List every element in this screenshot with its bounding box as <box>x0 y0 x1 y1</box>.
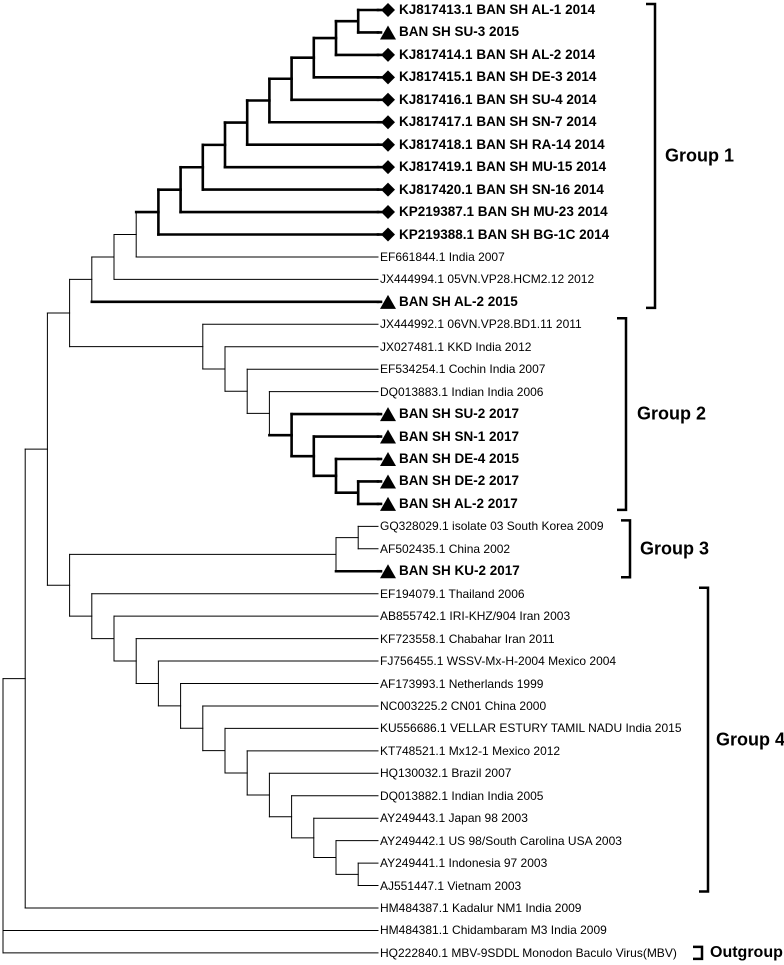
diamond-marker-icon <box>381 115 395 130</box>
leaf-label: BAN SH AL-2 2015 <box>399 293 518 309</box>
leaf-label: JX444992.1 06VN.VP28.BD1.11 2011 <box>380 317 582 332</box>
leaf-label: KJ817414.1 BAN SH AL-2 2014 <box>399 46 596 62</box>
diamond-marker-icon <box>381 47 395 62</box>
leaf-label: KF723558.1 Chabahar Iran 2011 <box>380 631 555 646</box>
leaf-label: AY249443.1 Japan 98 2003 <box>380 811 528 826</box>
leaf-label: KP219387.1 BAN SH MU-23 2014 <box>399 204 608 220</box>
leaf-label: EF534254.1 Cochin India 2007 <box>380 362 546 377</box>
triangle-marker-icon <box>380 496 396 511</box>
leaf-label: EF661844.1 India 2007 <box>380 249 505 264</box>
group-bracket <box>699 586 710 893</box>
leaf-label: KJ817418.1 BAN SH RA-14 2014 <box>399 136 605 152</box>
leaf-label: KJ817417.1 BAN SH SN-7 2014 <box>399 114 597 130</box>
leaf-label: HQ130032.1 Brazil 2007 <box>380 766 512 781</box>
group-label: Group 1 <box>665 145 735 166</box>
leaf-label: BAN SH SU-3 2015 <box>399 24 520 40</box>
leaf-label: AY249442.1 US 98/South Carolina USA 2003 <box>380 833 622 848</box>
diamond-marker-icon <box>381 3 395 17</box>
leaf-label: KT748521.1 Mx12-1 Mexico 2012 <box>380 743 561 758</box>
triangle-marker-icon <box>380 564 396 579</box>
leaf-label: FJ756455.1 WSSV-Mx-H-2004 Mexico 2004 <box>380 654 617 669</box>
leaf-label: KJ817419.1 BAN SH MU-15 2014 <box>399 159 607 175</box>
diamond-marker-icon <box>381 137 395 152</box>
leaf-label: KP219388.1 BAN SH BG-1C 2014 <box>399 226 610 242</box>
leaf-label: HQ222840.1 MBV-9SDDL Monodon Baculo Viru… <box>380 945 677 960</box>
triangle-marker-icon <box>380 294 396 309</box>
leaf-label: DQ013883.1 Indian India 2006 <box>380 384 544 399</box>
leaf-label: AB855742.1 IRI-KHZ/904 Iran 2003 <box>380 609 571 624</box>
group-label: Group 4 <box>716 729 784 750</box>
diamond-marker-icon <box>381 160 395 175</box>
leaf-label: KJ817420.1 BAN SH SN-16 2014 <box>399 181 604 197</box>
leaf-label: HM484381.1 Chidambaram M3 India 2009 <box>380 923 607 938</box>
leaf-label: AF173993.1 Netherlands 1999 <box>380 676 544 691</box>
group-bracket <box>646 2 657 310</box>
leaf-label: AY249441.1 Indonesia 97 2003 <box>380 856 548 871</box>
group-bracket <box>617 317 628 512</box>
diamond-marker-icon <box>381 92 395 107</box>
leaf-label: BAN SH SU-2 2017 <box>399 406 520 422</box>
leaf-label: AF502435.1 China 2002 <box>380 541 511 556</box>
leaf-label: NC003225.2 CN01 China 2000 <box>380 698 547 713</box>
diamond-marker-icon <box>381 227 395 242</box>
leaf-label: AJ551447.1 Vietnam 2003 <box>380 878 522 893</box>
leaf-label: KJ817416.1 BAN SH SU-4 2014 <box>399 91 597 107</box>
leaf-label: GQ328029.1 isolate 03 South Korea 2009 <box>380 519 604 534</box>
group-bracket <box>621 519 632 579</box>
leaf-label: JX444994.1 05VN.VP28.HCM2.12 2012 <box>380 272 595 287</box>
leaf-label: DQ013882.1 Indian India 2005 <box>380 788 544 803</box>
leaf-label: BAN SH DE-4 2015 <box>399 451 520 466</box>
triangle-marker-icon <box>380 25 396 40</box>
diamond-marker-icon <box>381 70 395 85</box>
triangle-marker-icon <box>380 474 396 489</box>
diamond-marker-icon <box>381 205 395 220</box>
triangle-marker-icon <box>380 452 396 466</box>
group-bracket <box>693 945 704 961</box>
leaf-label: BAN SH KU-2 2017 <box>399 563 520 579</box>
group-label: Group 3 <box>640 538 710 559</box>
leaf-label: BAN SH SN-1 2017 <box>399 428 520 444</box>
leaf-label: KJ817415.1 BAN SH DE-3 2014 <box>399 69 597 85</box>
group-label: Group 2 <box>637 403 707 424</box>
leaf-label: KU556686.1 VELLAR ESTURY TAMIL NADU Indi… <box>380 721 682 736</box>
outgroup-label: Outgroup <box>710 943 783 961</box>
leaf-label: BAN SH AL-2 2017 <box>399 495 518 511</box>
leaf-label: KJ817413.1 BAN SH AL-1 2014 <box>399 2 596 17</box>
diamond-marker-icon <box>381 182 395 197</box>
leaf-label: HM484387.1 Kadalur NM1 India 2009 <box>380 901 582 915</box>
triangle-marker-icon <box>380 407 396 422</box>
leaf-label: BAN SH DE-2 2017 <box>399 473 520 489</box>
triangle-marker-icon <box>380 429 396 444</box>
leaf-label: EF194079.1 Thailand 2006 <box>380 586 525 601</box>
leaf-label: JX027481.1 KKD India 2012 <box>380 339 532 354</box>
